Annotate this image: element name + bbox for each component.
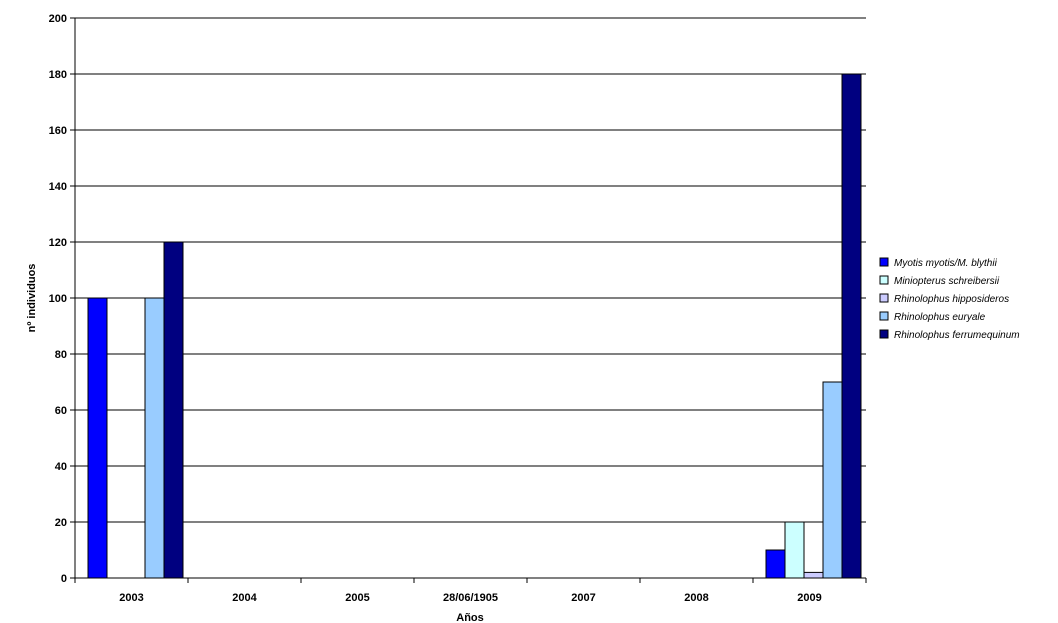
- bar: [822, 381, 843, 579]
- y-tick-label: 80: [55, 349, 67, 361]
- legend-label: Myotis myotis/M. blythii: [894, 258, 998, 269]
- y-tick-label: 0: [61, 573, 67, 585]
- legend-label: Rhinolophus euryale: [894, 312, 986, 323]
- bars: [87, 73, 862, 579]
- bar: [841, 73, 862, 579]
- legend: Myotis myotis/M. blythii Miniopterus schr…: [879, 257, 1020, 341]
- x-tick-label: 2003: [119, 592, 143, 604]
- legend-swatch: [879, 257, 889, 267]
- x-tick-label: 2005: [345, 592, 369, 604]
- y-tick-labels: 0 20 40 60 80 100 120 140 160 180 200: [49, 13, 67, 585]
- x-axis-title: Años: [456, 612, 484, 623]
- axes: [70, 17, 867, 583]
- bar: [163, 241, 184, 579]
- x-tick-label: 2004: [232, 592, 257, 604]
- gridlines: [75, 17, 866, 523]
- y-tick-label: 100: [49, 293, 67, 305]
- y-tick-label: 60: [55, 405, 67, 417]
- y-tick-label: 160: [49, 125, 67, 137]
- legend-swatch: [879, 311, 889, 321]
- legend-label: Rhinolophus hipposideros: [894, 294, 1009, 305]
- x-tick-label: 28/06/1905: [443, 592, 498, 604]
- y-tick-label: 140: [49, 181, 67, 193]
- x-tick-label: 2009: [797, 592, 821, 604]
- bar: [784, 521, 805, 579]
- bar: [803, 571, 824, 579]
- legend-swatch: [879, 293, 889, 303]
- x-tick-label: 2008: [684, 592, 708, 604]
- y-tick-label: 120: [49, 237, 67, 249]
- legend-label: Miniopterus schreibersii: [894, 276, 1000, 287]
- legend-swatch: [879, 329, 889, 339]
- x-tick-label: 2007: [571, 592, 595, 604]
- legend-swatch: [879, 275, 889, 285]
- y-tick-label: 40: [55, 461, 67, 473]
- y-axis-title: nº individuos: [26, 264, 38, 333]
- x-tick-labels: 2003 2004 2005 28/06/1905 2007 2008 2009: [119, 592, 821, 604]
- y-tick-label: 20: [55, 517, 67, 529]
- bar: [87, 297, 108, 579]
- y-tick-label: 180: [49, 69, 67, 81]
- bar: [144, 297, 165, 579]
- bar: [765, 549, 786, 579]
- legend-label: Rhinolophus ferrumequinum: [894, 330, 1020, 341]
- y-tick-label: 200: [49, 13, 67, 25]
